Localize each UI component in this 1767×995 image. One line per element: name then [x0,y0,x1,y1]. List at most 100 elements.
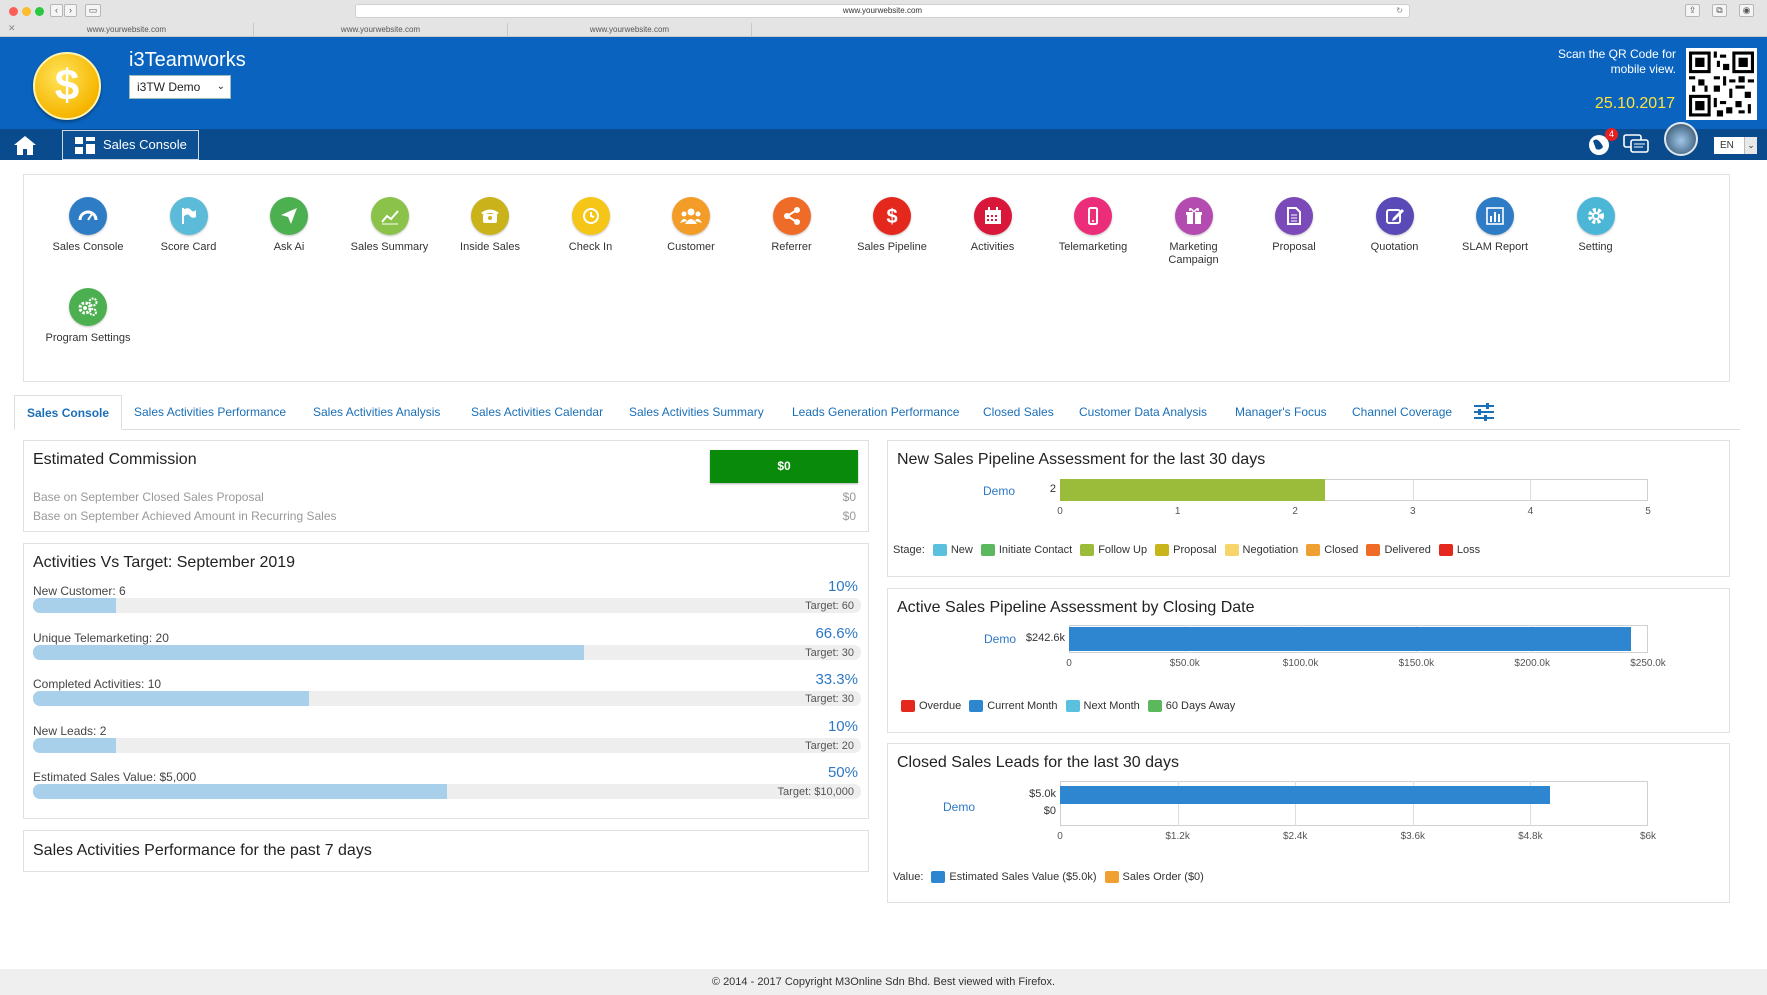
app-marketing-campaign[interactable]: Marketing Campaign [1144,197,1244,267]
app-ask-ai[interactable]: Ask Ai [239,197,339,254]
legend-swatch[interactable] [1306,544,1321,557]
close-tab-icon[interactable]: ✕ [8,23,16,33]
app-customer[interactable]: Customer [641,197,741,254]
chart-category-label: Demo [983,484,1016,498]
tab-sales-activities-calendar[interactable]: Sales Activities Calendar [471,405,604,419]
browser-tab-label: www.yourwebsite.com [340,25,421,34]
app-slam-report[interactable]: SLAM Report [1445,197,1545,254]
browser-tab[interactable]: www.yourwebsite.com [254,23,508,37]
tab-sales-activities-analysis[interactable]: Sales Activities Analysis [313,405,441,419]
tab-sales-console[interactable]: Sales Console [14,395,123,430]
legend-label[interactable]: Initiate Contact [998,544,1073,556]
app-sales-console[interactable]: Sales Console [38,197,138,254]
activity-label: New Leads: 2 [33,723,107,738]
legend-label[interactable]: Next Month [1083,700,1140,712]
activity-percent: 33.3% [815,671,858,688]
commission-panel: Estimated Commission $0 Base on Septembe… [23,440,869,532]
tab-channel-coverage[interactable]: Channel Coverage [1352,405,1453,419]
legend-swatch[interactable] [980,544,995,557]
avatar[interactable] [1664,122,1698,156]
tab-managers-focus[interactable]: Manager's Focus [1235,405,1327,419]
sidebar-icon[interactable]: ▭ [85,4,101,17]
chat-icon[interactable] [1623,132,1649,156]
tab-customer-data-analysis[interactable]: Customer Data Analysis [1079,405,1208,419]
browser-tab-label: www.yourwebsite.com [589,25,670,34]
legend-label[interactable]: Proposal [1173,544,1217,556]
legend-label[interactable]: Loss [1456,544,1481,556]
legend-swatch[interactable] [1080,544,1095,557]
tab-closed-sales[interactable]: Closed Sales [983,405,1054,419]
app-quotation[interactable]: Quotation [1345,197,1445,254]
app-setting[interactable]: Setting [1546,197,1646,254]
legend-swatch[interactable] [969,700,984,713]
forward-icon[interactable]: › [64,4,77,17]
commission-amount-button[interactable]: $0 [710,450,858,483]
active-module-button[interactable]: Sales Console [62,130,199,160]
legend-label[interactable]: Negotiation [1242,544,1299,556]
legend-swatch[interactable] [1147,700,1162,713]
app-label: Setting [1578,241,1613,253]
legend-label[interactable]: New [950,544,973,556]
legend-label[interactable]: Closed [1324,544,1359,556]
app-label: Sales Pipeline [857,241,927,253]
chart-bar [1060,786,1550,804]
legend-label[interactable]: Sales Order ($0) [1122,871,1204,883]
app-check-in[interactable]: Check In [541,197,641,254]
activity-target: Target: 60 [805,600,854,612]
chart-data-label: 2 [1049,483,1056,495]
chart-tick-label: $100.0k [1282,658,1319,669]
company-select[interactable]: i3TW Demo ⌄ [129,75,231,99]
globe-icon[interactable] [1587,132,1611,156]
app-inside-sales[interactable]: Inside Sales [440,197,540,254]
legend-swatch[interactable] [901,700,915,713]
app-telemarketing[interactable]: Telemarketing [1043,197,1143,254]
app-referrer[interactable]: Referrer [742,197,842,254]
extension-icon[interactable]: ◉ [1739,4,1754,17]
legend-swatch[interactable] [932,544,947,557]
legend-swatch[interactable] [1104,871,1119,884]
app-sales-pipeline[interactable]: $ Sales Pipeline [842,197,942,254]
app-score-card[interactable]: Score Card [139,197,239,254]
maximize-window-icon[interactable] [35,7,44,16]
chart-tick-label: $250.0k [1630,658,1666,669]
legend-swatch[interactable] [1224,544,1239,557]
legend-label[interactable]: Estimated Sales Value ($5.0k) [949,871,1097,883]
legend-swatch[interactable] [1065,700,1080,713]
app-label: Check In [568,241,613,253]
legend-label[interactable]: Current Month [987,700,1058,712]
close-window-icon[interactable] [9,7,18,16]
app-proposal[interactable]: Proposal [1244,197,1344,254]
reload-icon[interactable]: ↻ [1396,6,1403,15]
chart-legend: Overdue Current Month Next Month 60 Days Aw… [893,700,1236,713]
tab-leads-generation-performance[interactable]: Leads Generation Performance [792,405,960,419]
home-icon[interactable] [13,134,37,156]
legend-swatch[interactable] [1438,544,1453,557]
legend-swatch[interactable] [931,871,946,884]
app-program-settings[interactable]: Program Settings [38,288,138,345]
legend-label[interactable]: Delivered [1384,544,1431,556]
minimize-window-icon[interactable] [22,7,31,16]
brand-name: i3Teamworks [129,49,246,71]
tabs-icon[interactable]: ⧉ [1712,4,1727,17]
browser-tab[interactable]: www.yourwebsite.com [508,23,752,37]
filter-settings-icon[interactable] [1474,403,1494,421]
chart-panel-closing-date: Active Sales Pipeline Assessment by Clos… [887,588,1730,733]
app-activities[interactable]: Activities [943,197,1043,254]
legend-swatch[interactable] [1155,544,1170,557]
back-icon[interactable]: ‹ [50,4,63,17]
legend-swatch[interactable] [1366,544,1381,557]
browser-tab[interactable]: www.yourwebsite.com [0,23,254,37]
tab-sales-activities-performance[interactable]: Sales Activities Performance [134,405,287,419]
chart-panel-closed-sales: Closed Sales Leads for the last 30 days … [887,743,1730,903]
share-icon[interactable]: ⇪ [1685,4,1700,17]
legend-label[interactable]: Follow Up [1098,544,1148,556]
url-bar[interactable]: www.yourwebsite.com ↻ [355,4,1410,18]
legend-label[interactable]: Overdue [919,700,962,712]
legend-label[interactable]: 60 Days Away [1165,700,1236,712]
language-select[interactable]: EN ⌄ [1714,137,1757,154]
chart-gridline [1530,479,1532,501]
app-label: Activities [970,241,1015,253]
app-sales-summary[interactable]: Sales Summary [340,197,440,254]
tab-sales-activities-summary[interactable]: Sales Activities Summary [629,405,764,419]
phone-icon [471,197,509,235]
